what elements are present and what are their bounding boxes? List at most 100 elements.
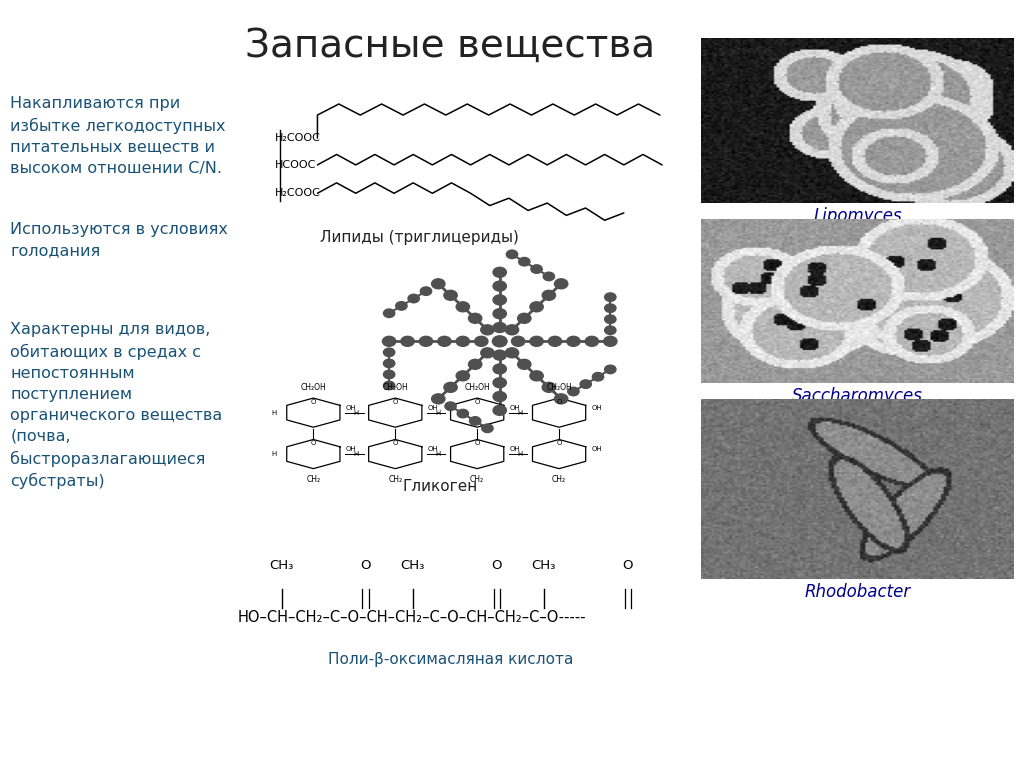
- Circle shape: [555, 393, 567, 403]
- Circle shape: [481, 347, 494, 357]
- Text: O: O: [623, 559, 633, 572]
- Circle shape: [494, 391, 506, 402]
- Circle shape: [432, 393, 444, 403]
- Text: H: H: [435, 451, 440, 457]
- Text: Накапливаются при
избытке легкодоступных
питательных веществ и
высоком отношении: Накапливаются при избытке легкодоступных…: [10, 96, 225, 176]
- Text: H: H: [517, 451, 522, 457]
- Circle shape: [383, 381, 395, 390]
- Text: Поли-β-оксимасляная кислота: Поли-β-оксимасляная кислота: [328, 652, 573, 667]
- Text: O: O: [492, 559, 502, 572]
- Circle shape: [604, 315, 616, 324]
- Circle shape: [518, 359, 530, 370]
- Text: OH: OH: [428, 405, 438, 411]
- Text: OH: OH: [346, 405, 356, 411]
- Circle shape: [580, 380, 592, 388]
- Text: OH: OH: [592, 446, 602, 453]
- Text: O: O: [392, 399, 398, 405]
- Circle shape: [494, 295, 506, 304]
- Text: CH₂OH: CH₂OH: [300, 383, 327, 392]
- Circle shape: [494, 364, 506, 374]
- Text: CH₂OH: CH₂OH: [382, 383, 409, 392]
- Circle shape: [494, 281, 506, 291]
- Circle shape: [469, 416, 481, 425]
- Text: Lipomyces: Lipomyces: [813, 207, 902, 225]
- Text: H: H: [271, 410, 276, 416]
- Circle shape: [543, 382, 555, 393]
- Circle shape: [604, 336, 616, 346]
- Circle shape: [494, 308, 506, 318]
- Text: Характерны для видов,
обитающих в средах с
непостоянным
поступлением
органическо: Характерны для видов, обитающих в средах…: [10, 322, 222, 489]
- Text: Используются в условиях
голодания: Используются в условиях голодания: [10, 222, 228, 258]
- Text: Гликоген: Гликоген: [402, 479, 478, 495]
- Text: Липиды (триглицериды): Липиды (триглицериды): [321, 230, 519, 245]
- Circle shape: [468, 313, 481, 324]
- Text: O: O: [474, 399, 480, 405]
- Circle shape: [383, 348, 395, 357]
- Circle shape: [474, 336, 487, 346]
- Circle shape: [443, 290, 457, 300]
- Text: O: O: [556, 440, 562, 446]
- Text: H₂COOC: H₂COOC: [274, 133, 321, 143]
- Text: H: H: [271, 451, 276, 457]
- Text: H: H: [353, 451, 358, 457]
- Circle shape: [400, 336, 414, 346]
- Text: Запасные вещества: Запасные вещества: [246, 27, 655, 65]
- Circle shape: [506, 250, 518, 258]
- Circle shape: [383, 359, 395, 367]
- Circle shape: [481, 424, 494, 433]
- Circle shape: [543, 272, 555, 281]
- Text: H₂COOC: H₂COOC: [274, 188, 321, 199]
- Text: CH₂: CH₂: [552, 475, 566, 484]
- Text: O: O: [310, 399, 316, 405]
- Text: Saccharomyces: Saccharomyces: [793, 387, 923, 405]
- Circle shape: [494, 350, 506, 360]
- Circle shape: [432, 278, 444, 288]
- Text: CH₂: CH₂: [470, 475, 484, 484]
- Circle shape: [506, 325, 518, 334]
- Circle shape: [468, 359, 481, 370]
- Circle shape: [444, 402, 457, 410]
- Text: CH₂OH: CH₂OH: [464, 383, 490, 392]
- Circle shape: [494, 267, 506, 278]
- Circle shape: [456, 336, 469, 346]
- Text: O: O: [392, 440, 398, 446]
- Circle shape: [383, 370, 395, 379]
- Circle shape: [604, 365, 616, 374]
- Circle shape: [543, 290, 555, 300]
- Circle shape: [604, 326, 616, 334]
- Text: OH: OH: [428, 446, 438, 453]
- Circle shape: [512, 336, 524, 346]
- Text: OH: OH: [510, 446, 520, 453]
- Circle shape: [493, 336, 507, 347]
- Circle shape: [530, 265, 543, 273]
- Text: H: H: [435, 410, 440, 416]
- Text: O: O: [310, 440, 316, 446]
- Text: Rhodobacter: Rhodobacter: [805, 583, 910, 601]
- Circle shape: [456, 301, 469, 311]
- Circle shape: [592, 373, 604, 381]
- Text: CH₂: CH₂: [388, 475, 402, 484]
- Circle shape: [395, 301, 408, 310]
- Text: O: O: [360, 559, 371, 572]
- Text: O: O: [474, 440, 480, 446]
- Text: OH: OH: [346, 446, 356, 453]
- Circle shape: [420, 287, 432, 295]
- Text: OH: OH: [510, 405, 520, 411]
- Circle shape: [481, 325, 494, 334]
- Text: O: O: [556, 399, 562, 405]
- Circle shape: [494, 322, 506, 333]
- Circle shape: [408, 295, 420, 303]
- Circle shape: [567, 336, 580, 346]
- Text: CH₃: CH₃: [269, 559, 294, 572]
- Circle shape: [518, 313, 530, 324]
- Text: HO–CH–CH₂–C–O–CH–CH₂–C–O–CH–CH₂–C–O-----: HO–CH–CH₂–C–O–CH–CH₂–C–O–CH–CH₂–C–O-----: [238, 610, 586, 625]
- Circle shape: [383, 309, 395, 318]
- Circle shape: [443, 382, 457, 393]
- Circle shape: [518, 258, 530, 266]
- Circle shape: [567, 387, 580, 396]
- Text: OH: OH: [592, 405, 602, 411]
- Circle shape: [383, 336, 395, 346]
- Circle shape: [420, 336, 432, 346]
- Text: CH₂: CH₂: [306, 475, 321, 484]
- Circle shape: [457, 410, 469, 418]
